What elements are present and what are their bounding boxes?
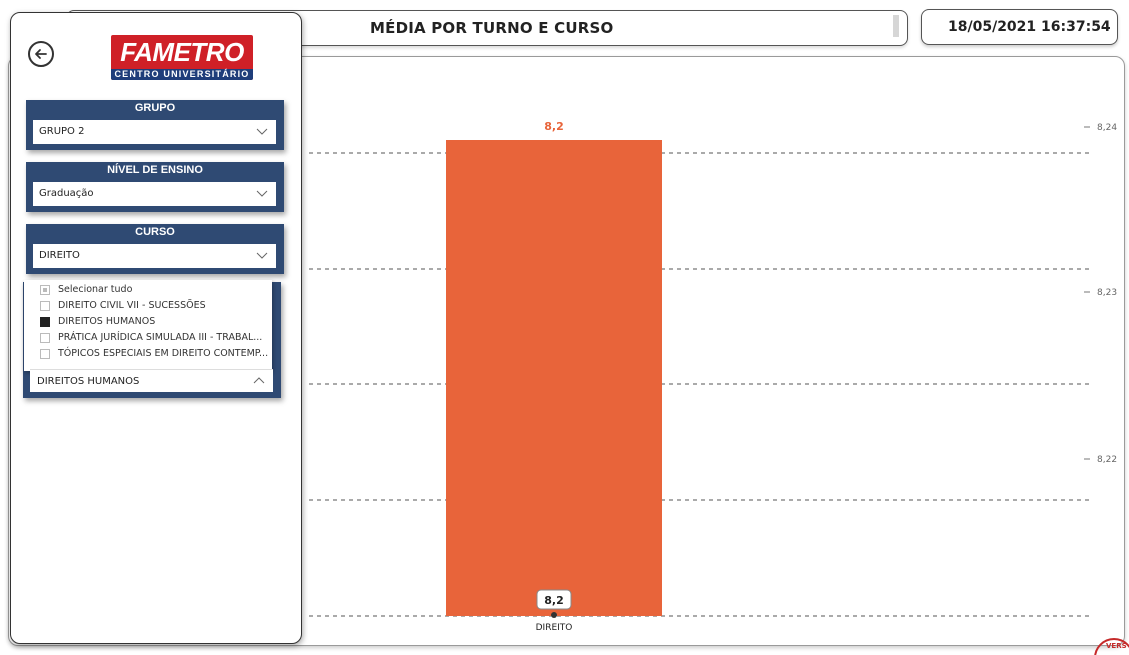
datetime-box bbox=[921, 9, 1118, 45]
checkbox-icon bbox=[40, 349, 50, 359]
y-tick-label: 8,23 bbox=[1097, 288, 1117, 298]
checkbox-checked-icon bbox=[40, 317, 50, 327]
slicer-curso-title: CURSO bbox=[135, 226, 175, 238]
slicer-nivel-ensino: NÍVEL DE ENSINO Graduação bbox=[26, 162, 284, 212]
slicer-nivel-value: Graduação bbox=[39, 188, 94, 199]
grid-lines bbox=[309, 152, 1089, 617]
bar-direito[interactable] bbox=[446, 140, 662, 616]
page-title: MÉDIA POR TURNO E CURSO bbox=[370, 19, 614, 37]
x-axis-category-label: DIREITO bbox=[536, 623, 573, 633]
y-axis-ticks: 8,24 8,23 8,22 bbox=[1084, 123, 1117, 465]
logo-name: FAMETRO bbox=[120, 37, 244, 67]
slicer-disciplina-dropdown[interactable]: DIREITOS HUMANOS bbox=[30, 369, 273, 392]
bar-marker-dot bbox=[551, 612, 557, 618]
bar-chart: 8,24 8,23 8,22 8,2 8,2 DIREITO bbox=[309, 120, 1117, 633]
chevron-up-icon bbox=[253, 377, 265, 384]
slicer-nivel-dropdown[interactable]: Graduação bbox=[33, 182, 276, 206]
slicer-disciplina-list: Selecionar tudo DIREITO CIVIL VII - SUCE… bbox=[24, 280, 272, 371]
corner-seal-text: VERS bbox=[1106, 642, 1127, 650]
bar-bottom-data-label: 8,2 bbox=[544, 594, 564, 607]
checkbox-icon bbox=[40, 301, 50, 311]
fametro-logo: FAMETRO CENTRO UNIVERSITÁRIO bbox=[111, 35, 253, 80]
title-scrollbar[interactable] bbox=[893, 15, 899, 37]
slicer-grupo: GRUPO GRUPO 2 bbox=[26, 100, 284, 150]
slicer-curso-dropdown[interactable]: DIREITO bbox=[33, 244, 276, 268]
slicer-grupo-title: GRUPO bbox=[134, 102, 176, 114]
y-tick-label: 8,24 bbox=[1097, 123, 1117, 133]
bar-bottom-data-label-box bbox=[536, 589, 572, 610]
slicer-grupo-dropdown[interactable]: GRUPO 2 bbox=[33, 120, 276, 144]
slicer-grupo-value: GRUPO 2 bbox=[39, 126, 85, 137]
datetime-label: 18/05/2021 16:37:54 bbox=[948, 19, 1111, 35]
logo-subtitle: CENTRO UNIVERSITÁRIO bbox=[111, 69, 253, 80]
slicer-nivel-title: NÍVEL DE ENSINO bbox=[107, 164, 203, 176]
arrow-left-icon bbox=[35, 49, 47, 59]
checkbox-partial-icon bbox=[40, 285, 50, 295]
chevron-down-icon bbox=[256, 252, 268, 259]
back-button[interactable] bbox=[28, 41, 54, 67]
slicer-curso: CURSO DIREITO bbox=[26, 224, 284, 274]
bar-top-data-label: 8,2 bbox=[544, 120, 564, 133]
slicer-disciplina-value: DIREITOS HUMANOS bbox=[37, 376, 140, 387]
chevron-down-icon bbox=[256, 190, 268, 197]
y-tick-label: 8,22 bbox=[1097, 455, 1117, 465]
checkbox-icon bbox=[40, 333, 50, 343]
slicer-curso-value: DIREITO bbox=[39, 250, 80, 261]
chevron-down-icon bbox=[256, 128, 268, 135]
